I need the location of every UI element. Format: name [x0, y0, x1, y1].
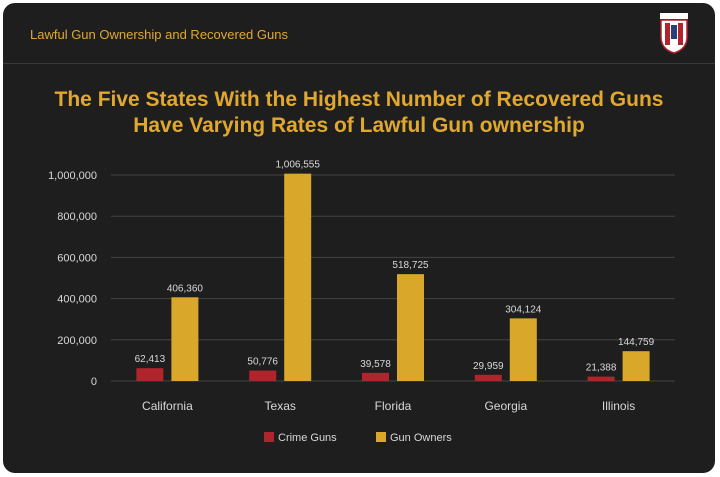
legend-label: Crime Guns	[278, 432, 337, 444]
data-label: 1,006,555	[275, 160, 320, 171]
y-tick-label: 200,000	[57, 335, 97, 347]
gun-owners-bar	[509, 318, 537, 381]
x-category-label: Florida	[375, 399, 412, 413]
x-category-label: California	[142, 399, 193, 413]
legend-swatch-crime-guns	[264, 432, 274, 442]
gun-owners-bar	[284, 173, 312, 381]
data-label: 21,388	[586, 363, 617, 374]
y-tick-label: 400,000	[57, 294, 97, 306]
crime-guns-bar	[249, 370, 277, 381]
gun-owners-bar	[171, 297, 199, 381]
chart-title-line-2: Have Varying Rates of Lawful Gun ownersh…	[133, 114, 585, 137]
shield-seal-icon	[660, 13, 688, 54]
data-label: 50,776	[247, 357, 278, 368]
x-category-label: Georgia	[484, 399, 527, 413]
chart-card: Lawful Gun Ownership and Recovered Guns …	[3, 3, 715, 473]
data-label: 518,725	[392, 260, 429, 271]
data-label: 29,959	[473, 361, 504, 372]
gun-owners-bar	[397, 274, 424, 381]
x-category-label: Illinois	[602, 399, 635, 413]
gun-owners-bar	[622, 351, 650, 381]
crime-guns-bar	[362, 372, 389, 381]
chart-title-line-1: The Five States With the Highest Number …	[54, 88, 664, 111]
bar-chart: 0 200,000 400,000 600,000 800,000 1,000,000 62…	[48, 160, 675, 444]
header-title: Lawful Gun Ownership and Recovered Guns	[30, 27, 288, 42]
data-label: 39,578	[360, 359, 391, 370]
y-tick-label: 0	[91, 376, 97, 388]
data-label: 406,360	[167, 283, 204, 294]
legend-swatch-gun-owners	[376, 432, 386, 442]
crime-guns-bar	[474, 374, 502, 381]
header-divider	[3, 63, 715, 64]
data-label: 304,124	[505, 304, 542, 315]
y-tick-label: 600,000	[57, 252, 97, 264]
legend-label: Gun Owners	[390, 432, 452, 444]
y-tick-label: 1,000,000	[48, 170, 97, 182]
data-label: 62,413	[135, 354, 166, 365]
crime-guns-bar	[587, 376, 615, 381]
y-tick-label: 800,000	[57, 211, 97, 223]
x-category-label: Texas	[265, 399, 296, 413]
crime-guns-bar	[136, 368, 164, 381]
data-label: 144,759	[618, 337, 655, 348]
chart-title: The Five States With the Highest Number …	[3, 87, 715, 139]
